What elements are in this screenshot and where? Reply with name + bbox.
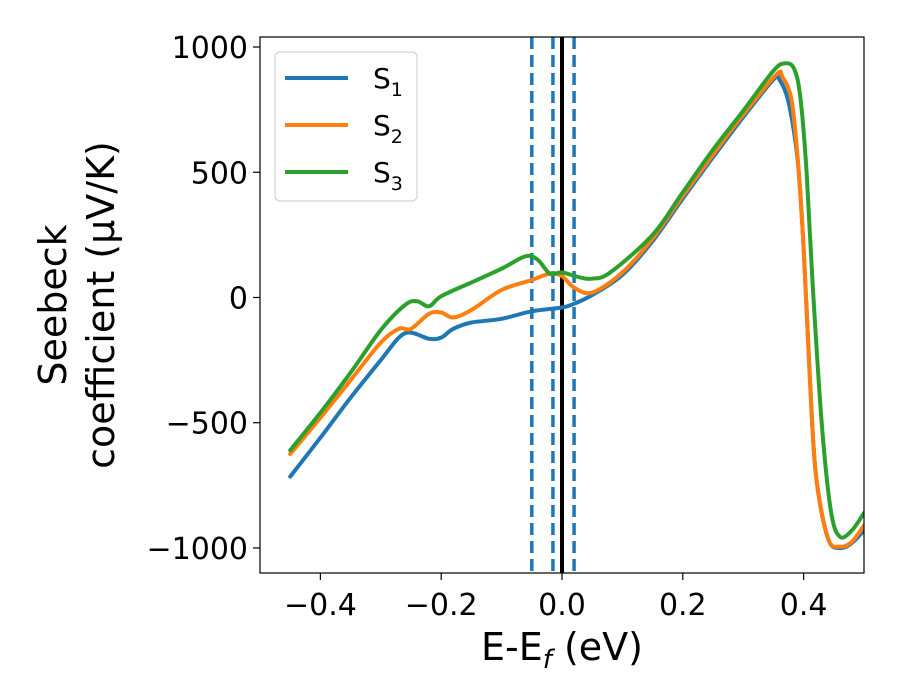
y-tick-label: 0 (229, 281, 248, 316)
x-tick-label: −0.2 (405, 588, 478, 623)
x-tick-label: −0.4 (284, 588, 357, 623)
y-tick-label: −1000 (147, 532, 248, 567)
series-line-s3 (288, 61, 864, 540)
legend-label-s3: S3 (373, 156, 403, 195)
legend-label-s2: S2 (373, 109, 403, 148)
series-line-s2 (288, 69, 864, 549)
y-tick-label: 1000 (172, 31, 248, 66)
y-tick-label: 500 (191, 156, 248, 191)
legend: S1 S2 S3 (274, 51, 418, 202)
x-tick-label: 0.2 (659, 588, 707, 623)
x-tick-label: 0.4 (780, 588, 828, 623)
y-tick-label: −500 (166, 407, 248, 442)
y-axis-label-line2: coefficient (μV/K) (79, 141, 123, 469)
y-axis-label-line1: Seebeck (31, 224, 75, 385)
x-tick-label: 0.0 (538, 588, 586, 623)
x-axis-label: E-Ef (eV) (481, 625, 643, 675)
legend-label-s1: S1 (373, 62, 403, 101)
